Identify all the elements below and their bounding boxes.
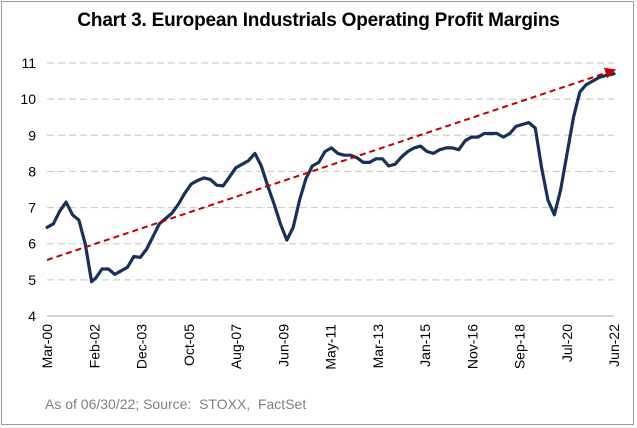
x-tick-label-1: Feb-02 [86,324,102,369]
x-tick-label-7: Mar-13 [370,324,386,369]
x-tick-label-12: Jun-22 [606,324,622,367]
y-tick-label-7: 11 [21,55,36,71]
x-tick-label-0: Mar-00 [39,324,55,369]
y-tick-label-5: 9 [28,127,36,143]
x-tick-label-4: Aug-07 [228,324,244,369]
x-tick-label-8: Jan-15 [417,324,433,367]
chart-title: Chart 3. European Industrials Operating … [77,10,560,31]
y-tick-label-0: 4 [28,308,36,324]
margin-series-line [45,72,616,284]
x-axis-tick-labels: Mar-00 Feb-02 Dec-03 Oct-05 Aug-07 Jun-09 May-… [39,324,622,370]
y-tick-label-4: 8 [28,163,36,179]
x-tick-label-9: Nov-16 [464,324,480,369]
y-axis-tick-labels: 4 5 6 7 8 9 10 11 [20,55,36,324]
y-tick-label-1: 5 [28,272,36,288]
gridlines [47,62,614,281]
source-note: As of 06/30/22; Source: STOXX, FactSet [45,396,307,412]
x-tick-label-5: Jun-09 [275,324,291,367]
series-layer [45,67,617,284]
x-tick-label-11: Jul-20 [559,324,575,362]
y-tick-label-6: 10 [20,91,36,107]
trend-line [46,67,617,261]
x-tick-label-3: Oct-05 [181,324,197,366]
x-tick-label-2: Dec-03 [134,324,150,369]
y-tick-label-2: 6 [28,236,36,252]
x-tick-label-10: Sep-18 [512,324,528,369]
x-tick-label-6: May-11 [323,324,339,370]
y-tick-label-3: 7 [28,200,36,216]
